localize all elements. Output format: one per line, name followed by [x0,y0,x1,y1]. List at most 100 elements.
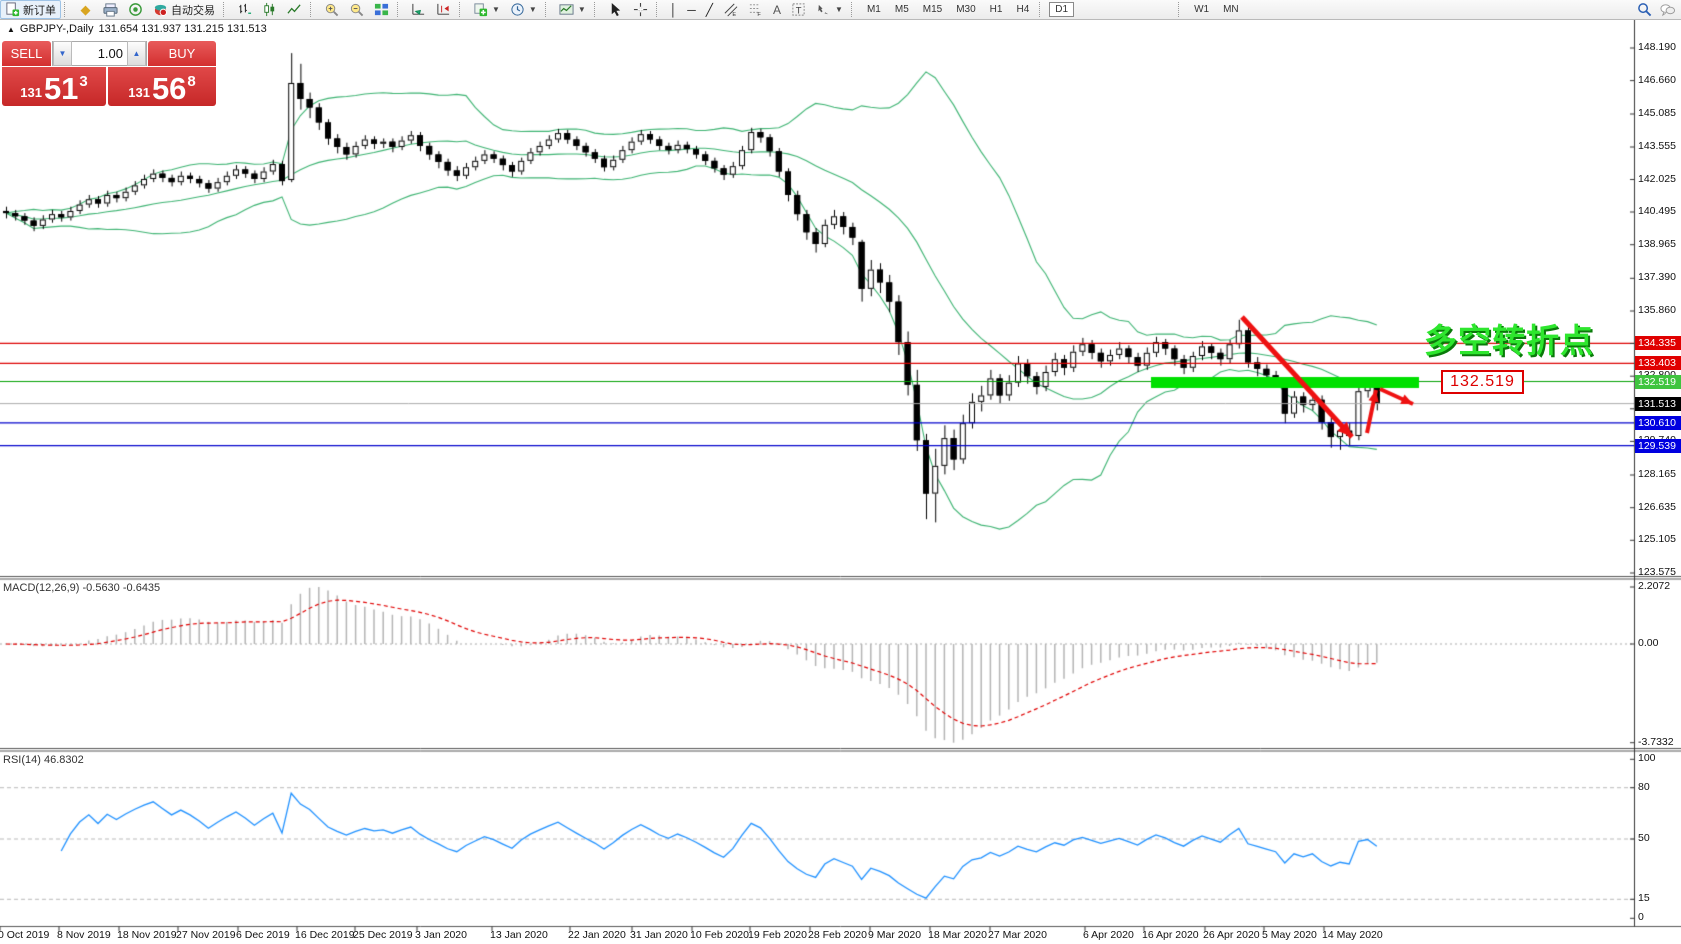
horizontal-line-button[interactable]: ─ [682,0,701,19]
tile-windows-button[interactable] [369,0,394,19]
candlestick-icon [264,2,275,17]
price-tick-145.085: 145.085 [1638,107,1676,119]
autotrade-button[interactable]: 自动交易 [148,0,220,19]
tf-m5-button[interactable]: M5 [894,4,909,15]
buy-price-button[interactable]: 131 56 8 [108,67,216,106]
print-button[interactable] [98,0,123,19]
tf-d1-button[interactable]: D1 [1049,2,1075,17]
sound-button[interactable] [123,0,148,19]
new-order-button[interactable]: 新订单 [0,0,61,19]
template-button[interactable]: ▼ [554,0,591,19]
price-badge-129.539: 129.539 [1635,438,1681,453]
add-indicator-button[interactable]: ▼ [468,0,505,19]
cursor-button[interactable] [603,0,628,19]
tf-h4-button[interactable]: H4 [1016,4,1030,15]
date-label: 3 Jan 2020 [415,929,467,941]
buy-price-sup: 8 [187,73,196,90]
date-label: 5 May 2020 [1262,929,1317,941]
price-tick-142.025: 142.025 [1638,172,1676,185]
one-click-trading-panel: SELL ▼ 1.00 ▲ BUY 131 51 3 131 56 8 [2,41,216,106]
tf-mn-button[interactable]: MN [1223,4,1239,15]
zoom-in-button[interactable] [319,0,344,19]
price-tick-123.575: 123.575 [1638,566,1676,578]
auto-scroll-button[interactable] [406,0,431,19]
price-badge-134.335: 134.335 [1635,336,1681,351]
symbol-name: GBPJPY-,Daily [19,23,94,35]
tf-h1-button[interactable]: H1 [989,4,1003,15]
separator [310,2,316,17]
separator [459,2,465,17]
collapse-icon[interactable]: ▲ [7,24,15,34]
vertical-line-button[interactable]: │ [665,0,683,19]
separator [64,2,70,17]
fibonacci-button[interactable]: F [743,0,768,19]
macd-tick-0.00: 0.00 [1638,637,1659,649]
caret-down-icon: ▼ [528,5,537,14]
zoom-out-button[interactable] [344,0,369,19]
date-label: 8 Nov 2019 [57,929,111,941]
date-label: 25 Dec 2019 [353,929,413,941]
chat-icon[interactable] [1660,2,1675,17]
crystal-button[interactable]: ◆ [73,0,98,19]
tf-m15-button[interactable]: M15 [922,4,943,15]
macd-value-1: -0.5630 [82,582,120,594]
date-label: 28 Feb 2020 [808,929,867,941]
volume-decrease-button[interactable]: ▼ [53,41,72,66]
date-label: 19 Feb 2020 [748,929,807,941]
sell-price-big: 51 [43,71,79,106]
rsi-tick-50: 50 [1638,832,1650,844]
date-label: 18 Mar 2020 [928,929,987,941]
line-chart-button[interactable] [282,0,307,19]
tf-w1-button[interactable]: W1 [1194,4,1210,15]
autotrade-icon [154,4,167,16]
date-label: 27 Nov 2019 [176,929,236,941]
print-icon [103,3,118,17]
sell-price-button[interactable]: 131 51 3 [2,67,106,106]
candlestick-button[interactable] [257,0,282,19]
arrows-button[interactable]: ▼ [811,0,848,19]
chart-shift-icon [437,3,450,15]
date-label: 22 Jan 2020 [568,929,626,941]
price-tick-125.105: 125.105 [1638,533,1676,546]
search-icon[interactable] [1637,2,1652,17]
price-badge-133.403: 133.403 [1635,356,1681,371]
separator [223,2,229,17]
trendline-button[interactable]: ╱ [701,0,718,19]
rsi-indicator-label: RSI(14) 46.8302 [3,754,84,766]
tf-m30-button[interactable]: M30 [956,4,976,15]
rsi-name: RSI(14) [3,754,41,766]
template-icon [559,4,574,15]
rsi-tick-15: 15 [1638,892,1650,905]
toolbar-right [1637,2,1675,17]
text-button[interactable]: A [768,0,786,19]
channel-button[interactable]: E [718,0,743,19]
date-label: 14 May 2020 [1322,929,1383,941]
caret-down-icon: ▼ [577,5,586,14]
period-button[interactable]: ▼ [505,0,542,19]
bar-chart-button[interactable] [232,0,257,19]
macd-value-2: -0.6435 [122,582,161,594]
new-order-label: 新订单 [23,4,56,17]
crosshair-button[interactable] [628,0,653,19]
price-tick-143.555: 143.555 [1638,140,1676,152]
vertical-line-icon: │ [669,2,678,17]
price-callout-132519[interactable]: 132.519 [1441,370,1524,394]
main-toolbar: 新订单 ◆ 自动交易 [0,0,1681,20]
chart-shift-button[interactable] [431,0,456,19]
add-indicator-icon [474,3,488,17]
volume-input[interactable]: 1.00 [97,46,123,61]
bar-chart-icon [239,3,252,14]
trendline-icon: ╱ [705,2,714,17]
price-badge-131.513: 131.513 [1635,396,1681,411]
text-label-button[interactable]: T [786,0,811,19]
buy-button[interactable]: BUY [148,41,216,66]
date-label: 10 Feb 2020 [690,929,749,941]
date-label: 18 Nov 2019 [117,929,177,941]
rsi-tick-0: 0 [1638,911,1644,924]
caret-down-icon: ▼ [835,5,843,14]
tf-m1-button[interactable]: M1 [866,4,881,15]
sell-button[interactable]: SELL [2,41,51,66]
volume-increase-button[interactable]: ▲ [127,41,146,66]
